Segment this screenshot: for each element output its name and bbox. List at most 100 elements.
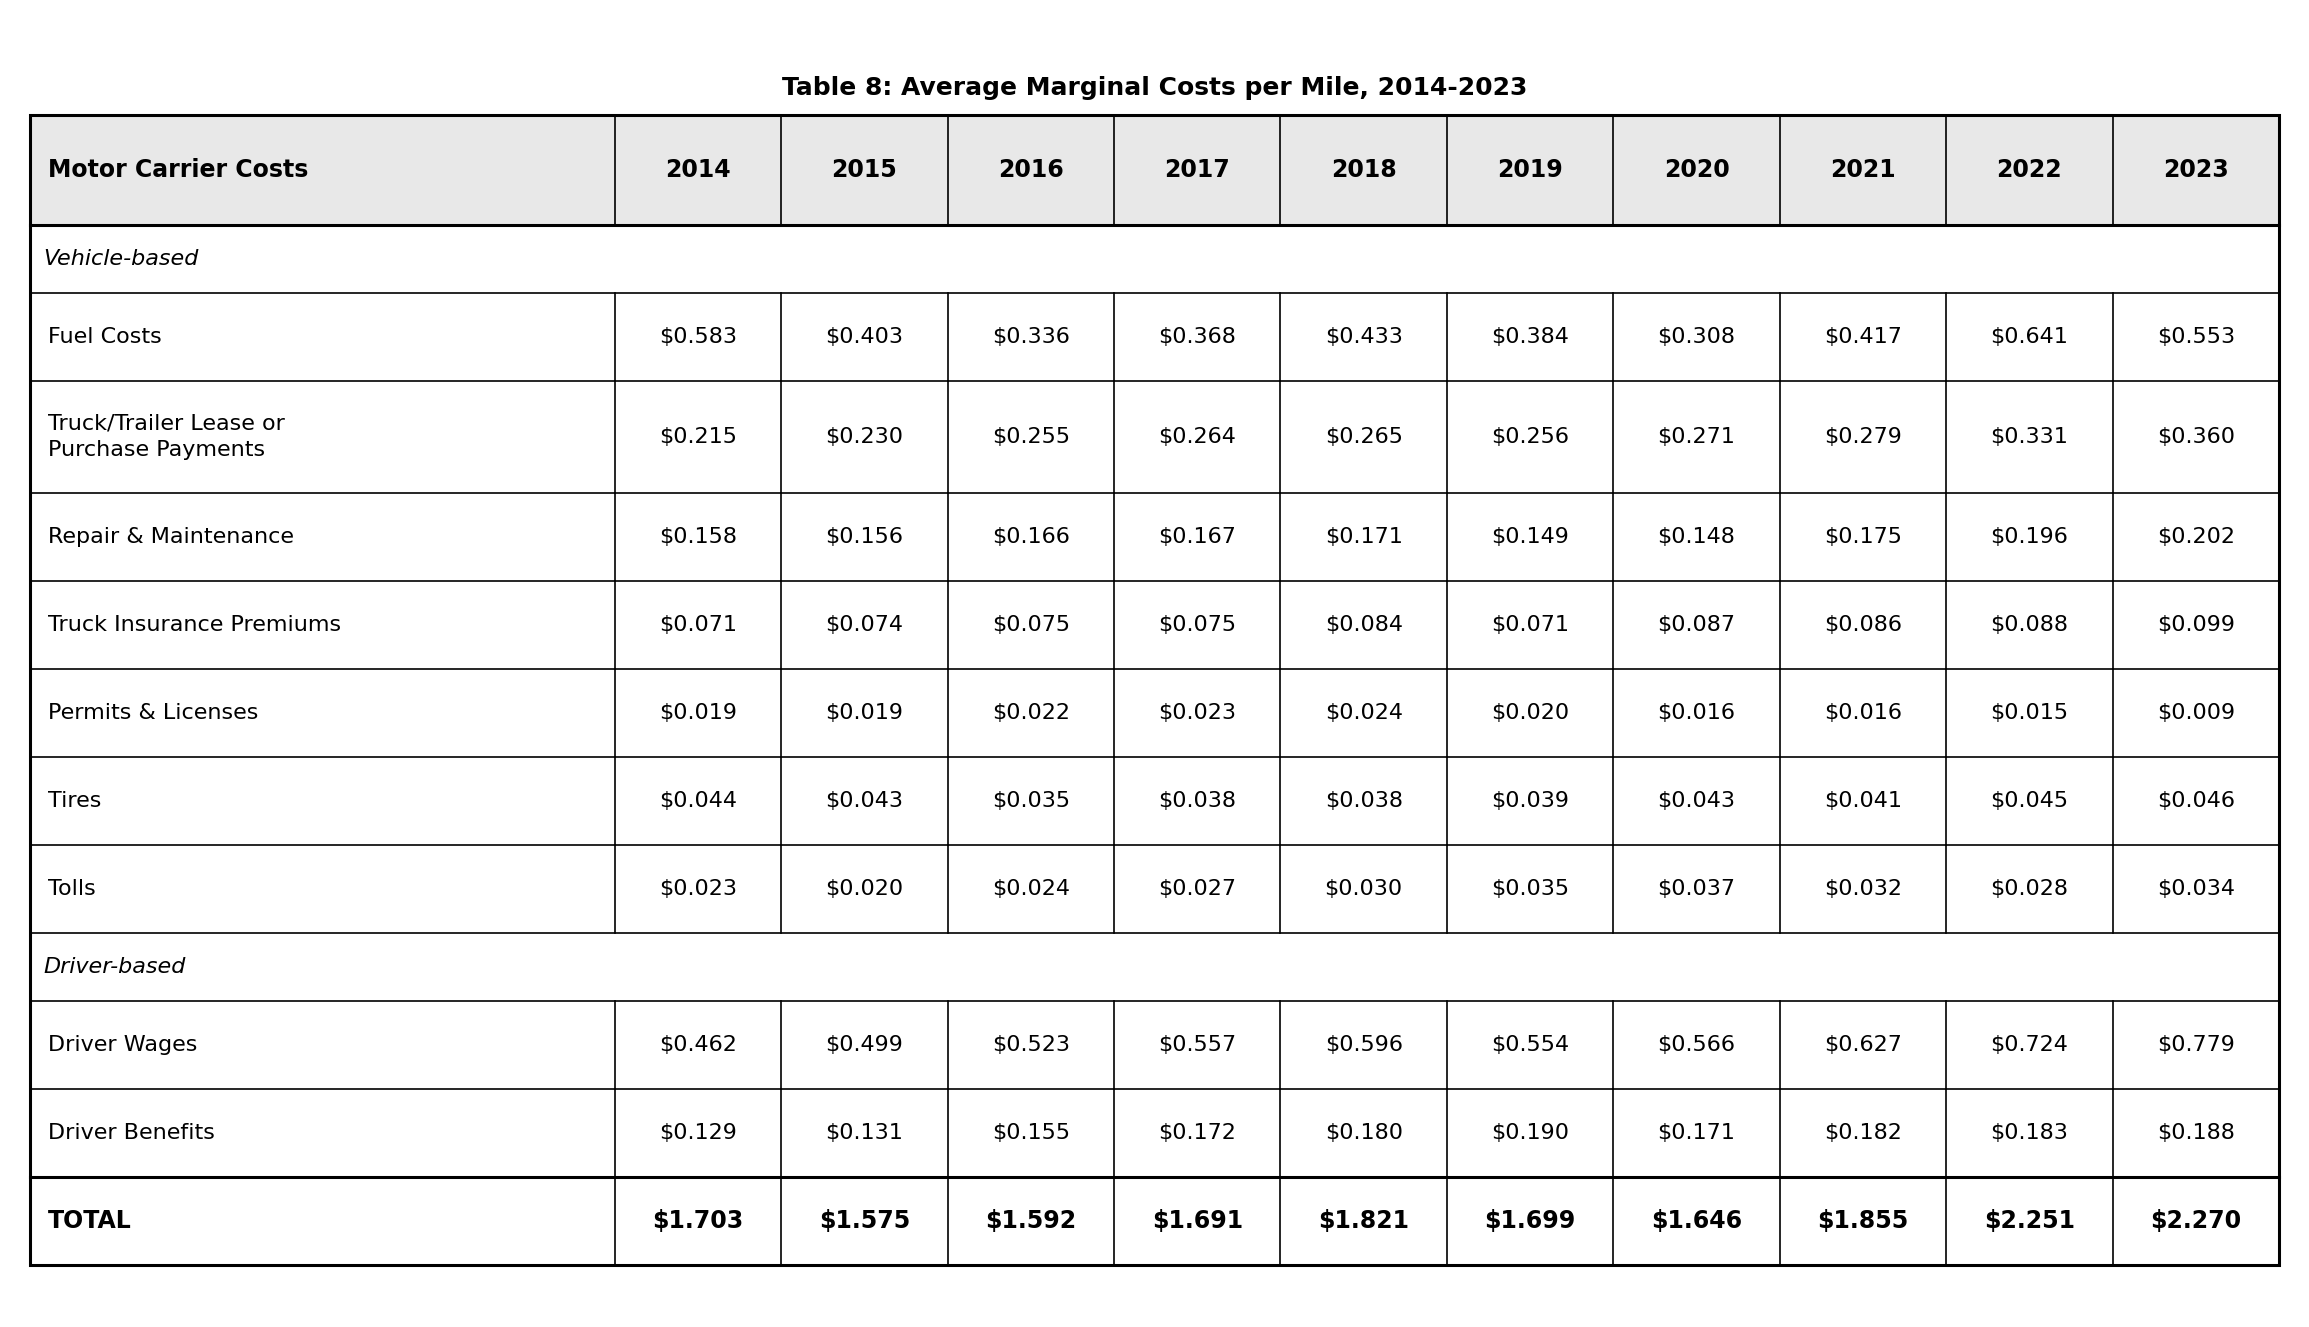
Text: $0.020: $0.020 (824, 878, 903, 898)
Text: $0.023: $0.023 (1159, 703, 1235, 723)
Text: Driver Wages: Driver Wages (48, 1035, 196, 1055)
Text: Truck Insurance Premiums: Truck Insurance Premiums (48, 614, 342, 636)
Text: $1.703: $1.703 (653, 1209, 743, 1233)
Text: $0.019: $0.019 (824, 703, 903, 723)
Bar (30, 494, 2279, 581)
Text: $0.074: $0.074 (824, 614, 903, 636)
Text: TOTAL: TOTAL (48, 1209, 132, 1233)
Text: $0.384: $0.384 (1492, 326, 1570, 346)
Bar (30, 1177, 2279, 1265)
Text: $0.183: $0.183 (1990, 1123, 2069, 1143)
Text: $0.027: $0.027 (1159, 878, 1235, 898)
Text: $0.523: $0.523 (993, 1035, 1069, 1055)
Text: Table 8: Average Marginal Costs per Mile, 2014-2023: Table 8: Average Marginal Costs per Mile… (783, 76, 1526, 100)
Text: $0.032: $0.032 (1824, 878, 1903, 898)
Text: $0.202: $0.202 (2157, 527, 2235, 547)
Text: $0.279: $0.279 (1824, 427, 1903, 447)
Text: $1.592: $1.592 (986, 1209, 1076, 1233)
Text: $0.099: $0.099 (2157, 614, 2235, 636)
Text: $2.251: $2.251 (1983, 1209, 2076, 1233)
Text: $0.158: $0.158 (658, 527, 737, 547)
Text: 2018: 2018 (1330, 158, 1397, 182)
Text: $0.215: $0.215 (658, 427, 737, 447)
Text: $1.699: $1.699 (1485, 1209, 1575, 1233)
Text: $0.046: $0.046 (2157, 791, 2235, 811)
Text: $0.368: $0.368 (1159, 326, 1235, 346)
Text: $0.024: $0.024 (1325, 703, 1402, 723)
Text: $0.566: $0.566 (1658, 1035, 1736, 1055)
Text: 2021: 2021 (1831, 158, 1896, 182)
Bar (30, 845, 2279, 933)
Text: $0.009: $0.009 (2157, 703, 2235, 723)
Text: Vehicle-based: Vehicle-based (44, 249, 199, 269)
Text: $2.270: $2.270 (2150, 1209, 2242, 1233)
Text: $1.691: $1.691 (1152, 1209, 1242, 1233)
Text: $0.156: $0.156 (824, 527, 903, 547)
Text: $0.016: $0.016 (1824, 703, 1903, 723)
Bar (30, 581, 2279, 669)
Bar (30, 115, 2279, 226)
Text: $0.255: $0.255 (993, 427, 1069, 447)
Text: $0.175: $0.175 (1824, 527, 1903, 547)
Text: $0.171: $0.171 (1325, 527, 1402, 547)
Text: $0.271: $0.271 (1658, 427, 1736, 447)
Text: $0.028: $0.028 (1990, 878, 2069, 898)
Text: $0.019: $0.019 (658, 703, 737, 723)
Bar (30, 293, 2279, 381)
Text: $0.088: $0.088 (1990, 614, 2069, 636)
Text: $0.084: $0.084 (1325, 614, 1402, 636)
Text: Tires: Tires (48, 791, 102, 811)
Text: $0.172: $0.172 (1159, 1123, 1235, 1143)
Text: $0.020: $0.020 (1492, 703, 1570, 723)
Text: $0.182: $0.182 (1824, 1123, 1903, 1143)
Text: $0.462: $0.462 (658, 1035, 737, 1055)
Text: $0.149: $0.149 (1492, 527, 1570, 547)
Text: $0.403: $0.403 (824, 326, 903, 346)
Text: $0.071: $0.071 (1492, 614, 1570, 636)
Text: $0.554: $0.554 (1492, 1035, 1570, 1055)
Text: $0.779: $0.779 (2157, 1035, 2235, 1055)
Text: $0.087: $0.087 (1658, 614, 1736, 636)
Text: $0.196: $0.196 (1990, 527, 2069, 547)
Text: $0.148: $0.148 (1658, 527, 1736, 547)
Bar (30, 933, 2279, 1001)
Text: $0.024: $0.024 (993, 878, 1069, 898)
Text: $0.035: $0.035 (1492, 878, 1570, 898)
Bar (30, 381, 2279, 494)
Text: $1.821: $1.821 (1318, 1209, 1408, 1233)
Text: $0.331: $0.331 (1990, 427, 2069, 447)
Text: $0.041: $0.041 (1824, 791, 1903, 811)
Text: $1.855: $1.855 (1817, 1209, 1910, 1233)
Text: $0.016: $0.016 (1658, 703, 1736, 723)
Text: $1.575: $1.575 (820, 1209, 910, 1233)
Text: 2015: 2015 (831, 158, 898, 182)
Bar (30, 669, 2279, 756)
Text: 2019: 2019 (1496, 158, 1563, 182)
Text: $0.075: $0.075 (993, 614, 1069, 636)
Text: $0.037: $0.037 (1658, 878, 1736, 898)
Text: $0.265: $0.265 (1325, 427, 1402, 447)
Text: 2014: 2014 (665, 158, 730, 182)
Text: $0.336: $0.336 (993, 326, 1069, 346)
Text: 2016: 2016 (997, 158, 1064, 182)
Bar (30, 756, 2279, 845)
Text: $0.553: $0.553 (2157, 326, 2235, 346)
Text: $0.155: $0.155 (993, 1123, 1069, 1143)
Text: 2022: 2022 (1997, 158, 2062, 182)
Text: $0.557: $0.557 (1159, 1035, 1235, 1055)
Text: $0.499: $0.499 (824, 1035, 903, 1055)
Text: $0.015: $0.015 (1990, 703, 2069, 723)
Text: $1.646: $1.646 (1651, 1209, 1741, 1233)
Text: $0.034: $0.034 (2157, 878, 2235, 898)
Bar (30, 115, 2279, 1265)
Text: $0.131: $0.131 (824, 1123, 903, 1143)
Text: $0.190: $0.190 (1492, 1123, 1570, 1143)
Text: Driver Benefits: Driver Benefits (48, 1123, 215, 1143)
Bar (30, 226, 2279, 293)
Text: $0.045: $0.045 (1990, 791, 2069, 811)
Text: $0.038: $0.038 (1159, 791, 1235, 811)
Text: $0.188: $0.188 (2157, 1123, 2235, 1143)
Text: $0.043: $0.043 (1658, 791, 1736, 811)
Text: $0.039: $0.039 (1492, 791, 1570, 811)
Text: $0.043: $0.043 (824, 791, 903, 811)
